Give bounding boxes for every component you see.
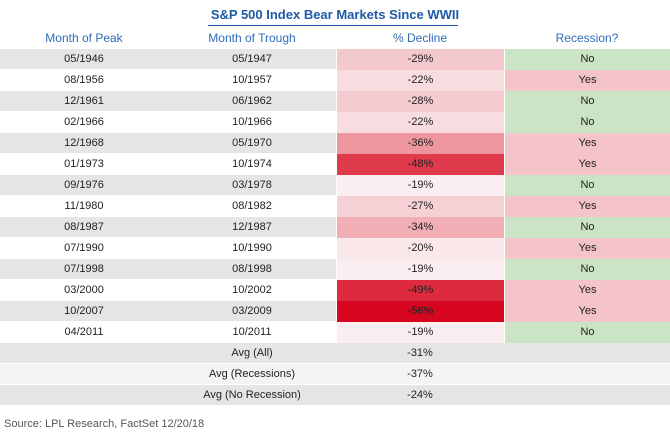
cell-recession: Yes bbox=[504, 70, 670, 91]
cell-month-of-peak: 05/1946 bbox=[64, 53, 104, 65]
cell-month-of-peak: 04/2011 bbox=[64, 326, 104, 338]
cell-percent-decline: -19% bbox=[336, 322, 504, 343]
title-underline bbox=[208, 25, 458, 26]
cell-recession: No bbox=[504, 49, 670, 70]
table-row: 12/1961 06/1962 -28% No bbox=[0, 91, 670, 112]
cell-month-of-trough: 10/1966 bbox=[232, 116, 272, 128]
cell-month-of-trough: 10/1990 bbox=[232, 242, 272, 254]
cell-month-of-trough: 05/1947 bbox=[232, 53, 272, 65]
source-note: Source: LPL Research, FactSet 12/20/18 bbox=[4, 418, 205, 430]
average-spacer bbox=[504, 385, 670, 406]
cell-month-of-peak: 12/1968 bbox=[64, 137, 104, 149]
average-row: Avg (Recessions) -37% bbox=[0, 364, 670, 385]
cell-percent-decline: -19% bbox=[336, 175, 504, 196]
cell-month-of-peak: 08/1956 bbox=[64, 74, 104, 86]
cell-recession: Yes bbox=[504, 238, 670, 259]
cell-percent-decline: -28% bbox=[336, 91, 504, 112]
table-row: 03/2000 10/2002 -49% Yes bbox=[0, 280, 670, 301]
average-label: Avg (No Recession) bbox=[203, 389, 301, 401]
header-month-of-trough: Month of Trough bbox=[208, 31, 296, 45]
cell-percent-decline: -22% bbox=[336, 70, 504, 91]
cell-month-of-peak: 08/1987 bbox=[64, 221, 104, 233]
cell-month-of-trough: 03/2009 bbox=[232, 305, 272, 317]
table-title: S&P 500 Index Bear Markets Since WWII bbox=[210, 7, 460, 22]
cell-percent-decline: -20% bbox=[336, 238, 504, 259]
table-row: 12/1968 05/1970 -36% Yes bbox=[0, 133, 670, 154]
cell-month-of-trough: 08/1998 bbox=[232, 263, 272, 275]
cell-month-of-peak: 02/1966 bbox=[64, 116, 104, 128]
average-spacer bbox=[0, 364, 168, 385]
cell-recession: No bbox=[504, 217, 670, 238]
table-row: 08/1956 10/1957 -22% Yes bbox=[0, 70, 670, 91]
cell-percent-decline: -56% bbox=[336, 301, 504, 322]
cell-month-of-peak: 12/1961 bbox=[64, 95, 104, 107]
average-spacer bbox=[0, 343, 168, 364]
cell-recession: Yes bbox=[504, 154, 670, 175]
cell-percent-decline: -49% bbox=[336, 280, 504, 301]
average-row: Avg (All) -31% bbox=[0, 343, 670, 364]
average-value: -24% bbox=[407, 389, 433, 401]
cell-month-of-peak: 11/1980 bbox=[64, 200, 104, 212]
table-row: 07/1998 08/1998 -19% No bbox=[0, 259, 670, 280]
table-row: 04/2011 10/2011 -19% No bbox=[0, 322, 670, 343]
average-spacer bbox=[504, 343, 670, 364]
header-month-of-peak: Month of Peak bbox=[45, 31, 123, 45]
cell-month-of-trough: 08/1982 bbox=[232, 200, 272, 212]
cell-month-of-trough: 03/1978 bbox=[232, 179, 272, 191]
table-row: 11/1980 08/1982 -27% Yes bbox=[0, 196, 670, 217]
header-recession: Recession? bbox=[555, 31, 619, 45]
cell-recession: No bbox=[504, 175, 670, 196]
cell-recession: No bbox=[504, 91, 670, 112]
average-label: Avg (All) bbox=[231, 347, 273, 359]
cell-month-of-peak: 07/1998 bbox=[64, 263, 104, 275]
cell-month-of-trough: 06/1962 bbox=[232, 95, 272, 107]
cell-recession: No bbox=[504, 322, 670, 343]
cell-month-of-peak: 07/1990 bbox=[64, 242, 104, 254]
cell-month-of-peak: 10/2007 bbox=[64, 305, 104, 317]
cell-month-of-trough: 10/1957 bbox=[232, 74, 272, 86]
cell-month-of-peak: 01/1973 bbox=[64, 158, 104, 170]
average-row: Avg (No Recession) -24% bbox=[0, 385, 670, 406]
data-table: 05/1946 05/1947 -29% No 08/1956 10/1957 -22% Ye… bbox=[0, 49, 670, 406]
cell-recession: Yes bbox=[504, 196, 670, 217]
average-spacer bbox=[504, 364, 670, 385]
cell-percent-decline: -29% bbox=[336, 49, 504, 70]
cell-percent-decline: -27% bbox=[336, 196, 504, 217]
cell-month-of-peak: 03/2000 bbox=[64, 284, 104, 296]
cell-recession: Yes bbox=[504, 133, 670, 154]
average-spacer bbox=[0, 385, 168, 406]
table-row: 05/1946 05/1947 -29% No bbox=[0, 49, 670, 70]
average-value: -31% bbox=[407, 347, 433, 359]
cell-recession: Yes bbox=[504, 301, 670, 322]
cell-recession: No bbox=[504, 112, 670, 133]
cell-month-of-peak: 09/1976 bbox=[64, 179, 104, 191]
table-row: 01/1973 10/1974 -48% Yes bbox=[0, 154, 670, 175]
cell-percent-decline: -36% bbox=[336, 133, 504, 154]
table-header: Month of Peak Month of Trough % Decline … bbox=[0, 31, 670, 47]
table-row: 08/1987 12/1987 -34% No bbox=[0, 217, 670, 238]
cell-recession: Yes bbox=[504, 280, 670, 301]
average-value: -37% bbox=[407, 368, 433, 380]
cell-percent-decline: -19% bbox=[336, 259, 504, 280]
cell-month-of-trough: 10/2011 bbox=[232, 326, 272, 338]
cell-month-of-trough: 10/1974 bbox=[232, 158, 272, 170]
table-row: 07/1990 10/1990 -20% Yes bbox=[0, 238, 670, 259]
cell-month-of-trough: 10/2002 bbox=[232, 284, 272, 296]
cell-month-of-trough: 12/1987 bbox=[232, 221, 272, 233]
table-row: 10/2007 03/2009 -56% Yes bbox=[0, 301, 670, 322]
average-label: Avg (Recessions) bbox=[209, 368, 295, 380]
header-percent-decline: % Decline bbox=[392, 31, 448, 45]
cell-percent-decline: -34% bbox=[336, 217, 504, 238]
table-row: 09/1976 03/1978 -19% No bbox=[0, 175, 670, 196]
cell-percent-decline: -22% bbox=[336, 112, 504, 133]
cell-percent-decline: -48% bbox=[336, 154, 504, 175]
table-row: 02/1966 10/1966 -22% No bbox=[0, 112, 670, 133]
cell-recession: No bbox=[504, 259, 670, 280]
cell-month-of-trough: 05/1970 bbox=[232, 137, 272, 149]
